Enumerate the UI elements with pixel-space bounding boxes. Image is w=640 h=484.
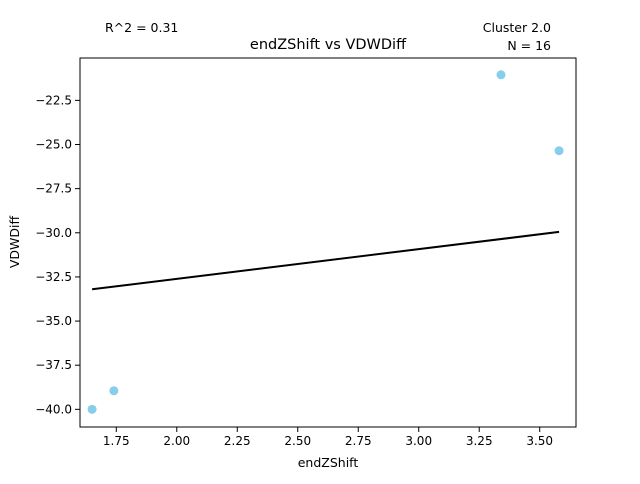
- x-tick-label: 1.75: [103, 434, 130, 448]
- data-point-1: [87, 404, 97, 414]
- y-tick-label: −25.0: [35, 138, 72, 152]
- plot-area: [87, 70, 564, 414]
- data-point-2: [109, 386, 119, 396]
- data-point-3: [496, 70, 506, 80]
- count-annotation: N = 16: [507, 38, 551, 53]
- r2-annotation: R^2 = 0.31: [105, 20, 178, 35]
- chart-title: endZShift vs VDWDiff: [250, 37, 407, 53]
- axes-frame: [79, 57, 577, 428]
- data-point-4: [554, 146, 564, 156]
- y-tick-label: −32.5: [35, 270, 72, 284]
- y-tick-label: −27.5: [35, 182, 72, 196]
- x-tick-label: 3.00: [405, 434, 432, 448]
- x-tick-label: 3.50: [526, 434, 553, 448]
- x-tick-label: 2.75: [345, 434, 372, 448]
- x-axis-ticks: 1.75 2.00 2.25 2.50 2.75 3.00 3.25 3.50: [103, 427, 553, 448]
- x-tick-label: 2.00: [163, 434, 190, 448]
- y-axis-ticks: −22.5 −25.0 −27.5 −30.0 −32.5 −35.0 −37.5 −40.0: [35, 93, 80, 416]
- y-axis-label: VDWDiff: [7, 215, 22, 268]
- fit-line: [91, 230, 560, 291]
- cluster-annotation: Cluster 2.0: [483, 20, 551, 35]
- y-tick-label: −37.5: [35, 358, 72, 372]
- x-axis-label: endZShift: [298, 455, 359, 470]
- y-tick-label: −35.0: [35, 314, 72, 328]
- y-tick-label: −22.5: [35, 93, 72, 107]
- x-tick-label: 2.50: [284, 434, 311, 448]
- y-tick-label: −40.0: [35, 402, 72, 416]
- x-tick-label: 3.25: [466, 434, 493, 448]
- x-tick-label: 2.25: [224, 434, 251, 448]
- y-tick-label: −30.0: [35, 226, 72, 240]
